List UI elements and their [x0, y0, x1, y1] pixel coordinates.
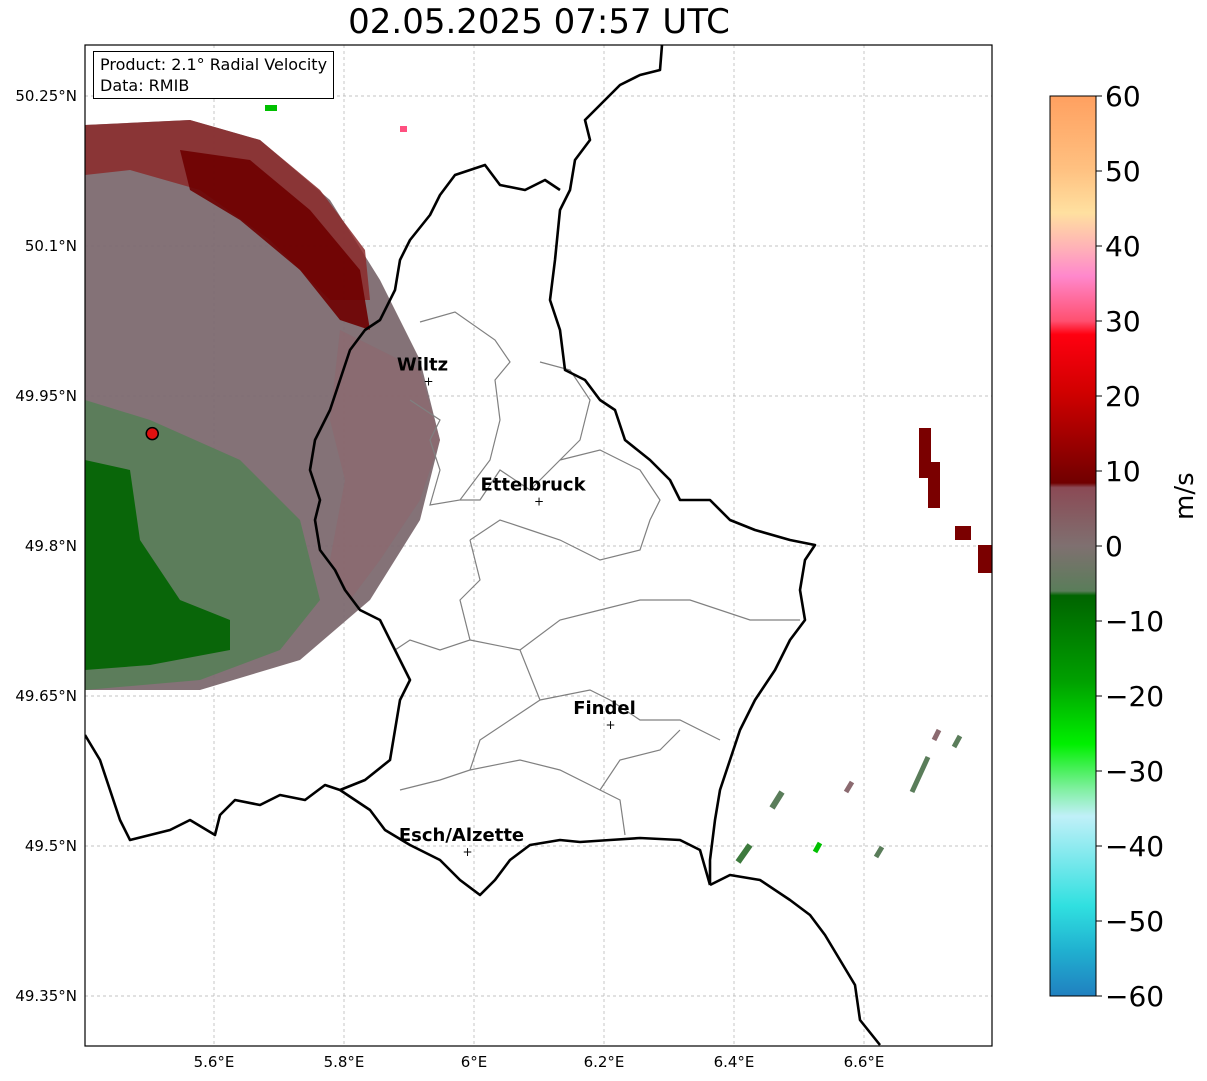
canton-borders [394, 311, 800, 836]
longitude-tick-label: 6°E [461, 1053, 488, 1071]
colorbar-tick-label: −60 [1105, 980, 1164, 1013]
place-marker: + [534, 495, 544, 509]
map-frame [84, 44, 993, 1047]
place-label: Wiltz [397, 355, 448, 376]
radar-echoes [85, 105, 992, 864]
colorbar-tick-label: 20 [1105, 380, 1141, 413]
map-title: 02.05.2025 07:57 UTC [348, 2, 730, 42]
colorbar-tick-label: 40 [1105, 230, 1141, 263]
longitude-tick-label: 6.4°E [714, 1053, 755, 1071]
place-label: Findel [573, 698, 636, 719]
latitude-tick-label: 50.25°N [15, 87, 77, 105]
latitude-tick-label: 49.35°N [15, 987, 77, 1005]
latitude-tick-label: 49.65°N [15, 687, 77, 705]
colorbar-tick-label: −50 [1105, 905, 1164, 938]
colorbar-tick-label: 10 [1105, 455, 1141, 488]
place-markers: +Wiltz+Ettelbruck+Findel+Esch/Alzette [397, 355, 636, 859]
place-label: Ettelbruck [480, 475, 586, 496]
place-marker: + [605, 718, 615, 732]
product-text: Product: 2.1° Radial Velocity [100, 55, 328, 74]
latitude-tick-label: 49.5°N [25, 837, 77, 855]
colorbar-tick-label: −30 [1105, 755, 1164, 788]
longitude-tick-label: 5.6°E [194, 1053, 235, 1071]
colorbar-label: m/s [1170, 472, 1200, 520]
data-source-text: Data: RMIB [100, 76, 190, 95]
colorbar-tick-label: 30 [1105, 305, 1141, 338]
national-borders [85, 45, 882, 1046]
latitude-tick-label: 49.8°N [25, 537, 77, 555]
longitude-tick-label: 5.8°E [324, 1053, 365, 1071]
latitude-tick-label: 49.95°N [15, 387, 77, 405]
colorbar-tick-label: 0 [1105, 530, 1123, 563]
place-marker: + [462, 845, 472, 859]
colorbar-ticks: 60 50 40 30 20 10 0 −10 −20 −30 −40 −50 −60 [1096, 80, 1164, 1013]
place-label: Esch/Alzette [399, 825, 524, 846]
longitude-tick-label: 6.6°E [844, 1053, 885, 1071]
latitude-tick-label: 50.1°N [25, 237, 77, 255]
radar-site-marker [145, 426, 159, 441]
colorbar [1049, 95, 1097, 997]
colorbar-tick-label: −40 [1105, 830, 1164, 863]
colorbar-tick-label: −20 [1105, 680, 1164, 713]
product-info-box: Product: 2.1° Radial Velocity Data: RMIB [93, 51, 335, 99]
colorbar-tick-label: −10 [1105, 605, 1164, 638]
latitude-axis: 50.25°N 50.1°N 49.95°N 49.8°N 49.65°N 49.5°N 4… [15, 87, 77, 1005]
longitude-axis: 5.6°E 5.8°E 6°E 6.2°E 6.4°E 6.6°E [194, 1053, 885, 1071]
longitude-tick-label: 6.2°E [584, 1053, 625, 1071]
colorbar-tick-label: 50 [1105, 155, 1141, 188]
colorbar-tick-label: 60 [1105, 80, 1141, 113]
place-marker: + [423, 375, 433, 389]
